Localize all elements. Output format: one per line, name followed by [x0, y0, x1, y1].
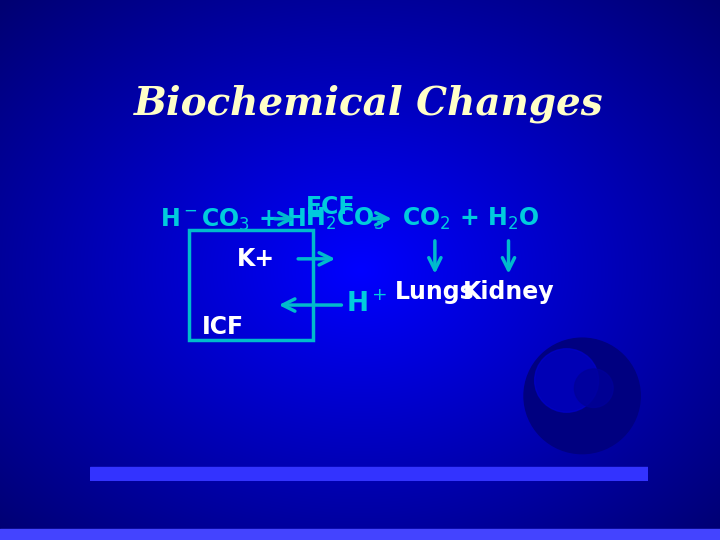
Circle shape: [524, 338, 640, 454]
Bar: [189, 231, 313, 340]
Text: H$_2$CO$_3$: H$_2$CO$_3$: [305, 206, 385, 232]
Circle shape: [535, 349, 598, 412]
Text: CO$_2$ + H$_2$O: CO$_2$ + H$_2$O: [402, 206, 539, 232]
Text: ECF: ECF: [305, 195, 355, 219]
Text: Biochemical Changes: Biochemical Changes: [134, 84, 604, 123]
Text: H$^+$: H$^+$: [346, 292, 387, 318]
Text: K+: K+: [238, 247, 275, 271]
Bar: [90, 467, 648, 481]
Text: ICF: ICF: [202, 315, 245, 339]
Text: Lungs: Lungs: [395, 280, 474, 304]
Text: H$^-$CO$_3$ + H$^+$: H$^-$CO$_3$ + H$^+$: [160, 204, 323, 233]
Text: Kidney: Kidney: [463, 280, 554, 304]
Circle shape: [575, 369, 613, 408]
